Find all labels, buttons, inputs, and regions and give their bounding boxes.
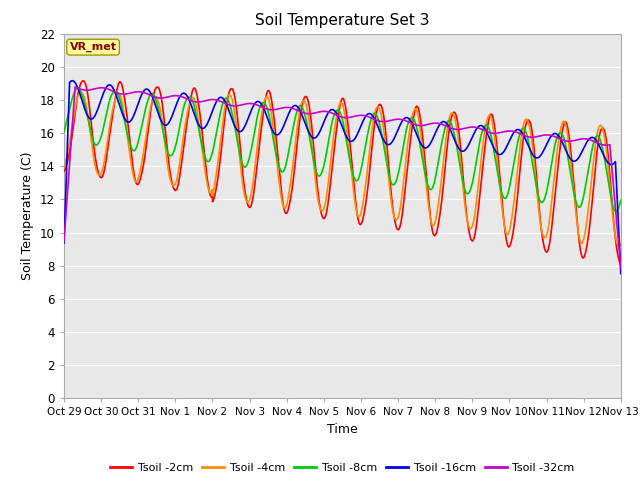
Title: Soil Temperature Set 3: Soil Temperature Set 3	[255, 13, 429, 28]
X-axis label: Time: Time	[327, 423, 358, 436]
Y-axis label: Soil Temperature (C): Soil Temperature (C)	[21, 152, 35, 280]
Text: VR_met: VR_met	[70, 42, 116, 52]
Legend: Tsoil -2cm, Tsoil -4cm, Tsoil -8cm, Tsoil -16cm, Tsoil -32cm: Tsoil -2cm, Tsoil -4cm, Tsoil -8cm, Tsoi…	[106, 459, 579, 478]
